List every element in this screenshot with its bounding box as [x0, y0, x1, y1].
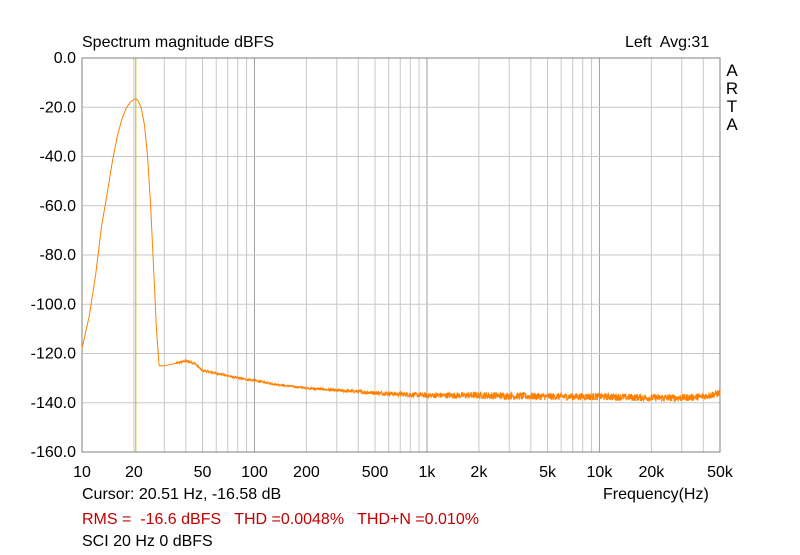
x-tick-label: 2k	[470, 464, 488, 481]
y-tick-label: -20.0	[40, 99, 77, 116]
x-tick-label: 5k	[539, 464, 557, 481]
y-tick-label: -60.0	[40, 198, 77, 215]
x-tick-label: 20	[125, 464, 143, 481]
arta-brand: A R T A	[722, 62, 742, 134]
measurement-stats: RMS = -16.6 dBFS THD =0.0048% THD+N =0.0…	[82, 511, 479, 529]
y-tick-label: -100.0	[31, 296, 76, 313]
brand-letter: R	[725, 79, 739, 98]
chart-title: Spectrum magnitude dBFS	[82, 34, 275, 51]
y-tick-label: -160.0	[31, 444, 76, 461]
y-tick-label: -40.0	[40, 149, 77, 166]
y-tick-label: -120.0	[31, 346, 76, 363]
y-tick-label: -80.0	[40, 247, 77, 264]
brand-letter: T	[726, 97, 738, 116]
x-tick-label: 1k	[419, 464, 437, 481]
x-tick-label: 10k	[587, 464, 614, 481]
brand-letter: A	[726, 115, 738, 134]
thd-value: THD =0.0048%	[234, 511, 345, 528]
x-tick-label: 50	[194, 464, 212, 481]
x-tick-label: 10	[73, 464, 91, 481]
y-tick-label: -140.0	[31, 395, 76, 412]
x-tick-label: 500	[362, 464, 389, 481]
x-tick-label: 50k	[707, 464, 734, 481]
x-tick-label: 100	[241, 464, 268, 481]
cursor-readout: Cursor: 20.51 Hz, -16.58 dB	[82, 486, 282, 503]
plot-frame	[81, 57, 721, 453]
thdn-value: THD+N =0.010%	[357, 511, 479, 528]
x-tick-label: 20k	[638, 464, 665, 481]
signal-description: SCI 20 Hz 0 dBFS	[82, 533, 213, 550]
brand-letter: A	[726, 61, 738, 80]
rms-value: RMS = -16.6 dBFS	[82, 511, 222, 528]
spectrum-trace	[81, 98, 721, 403]
y-tick-label: 0.0	[54, 50, 76, 67]
x-axis-label: Frequency(Hz)	[603, 486, 709, 503]
x-tick-label: 200	[293, 464, 320, 481]
channel-average-label: Left Avg:31	[625, 34, 710, 51]
